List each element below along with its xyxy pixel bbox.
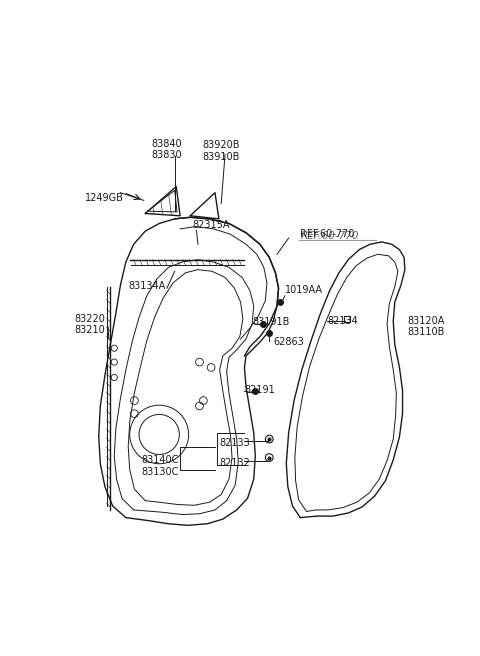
Text: 83120A
83110B: 83120A 83110B (407, 316, 444, 337)
Text: 62863: 62863 (273, 337, 304, 346)
Text: 1249GB: 1249GB (85, 193, 124, 203)
Text: 83920B
83910B: 83920B 83910B (203, 140, 240, 162)
Text: 82132: 82132 (219, 459, 250, 468)
Text: 83134A: 83134A (128, 281, 166, 291)
Text: 82133: 82133 (219, 438, 250, 448)
Text: REF.60-770: REF.60-770 (300, 229, 355, 239)
Text: REF.60-770: REF.60-770 (300, 231, 359, 241)
Text: 83840
83830: 83840 83830 (152, 139, 182, 160)
Text: 1019AA: 1019AA (285, 285, 323, 295)
Text: 82134: 82134 (327, 316, 358, 326)
Text: 82315A: 82315A (192, 220, 230, 230)
Text: 83191B: 83191B (252, 318, 289, 327)
Text: 83220
83210: 83220 83210 (74, 314, 105, 335)
Text: 83140C
83130C: 83140C 83130C (142, 455, 179, 477)
Text: 82191: 82191 (244, 385, 275, 395)
